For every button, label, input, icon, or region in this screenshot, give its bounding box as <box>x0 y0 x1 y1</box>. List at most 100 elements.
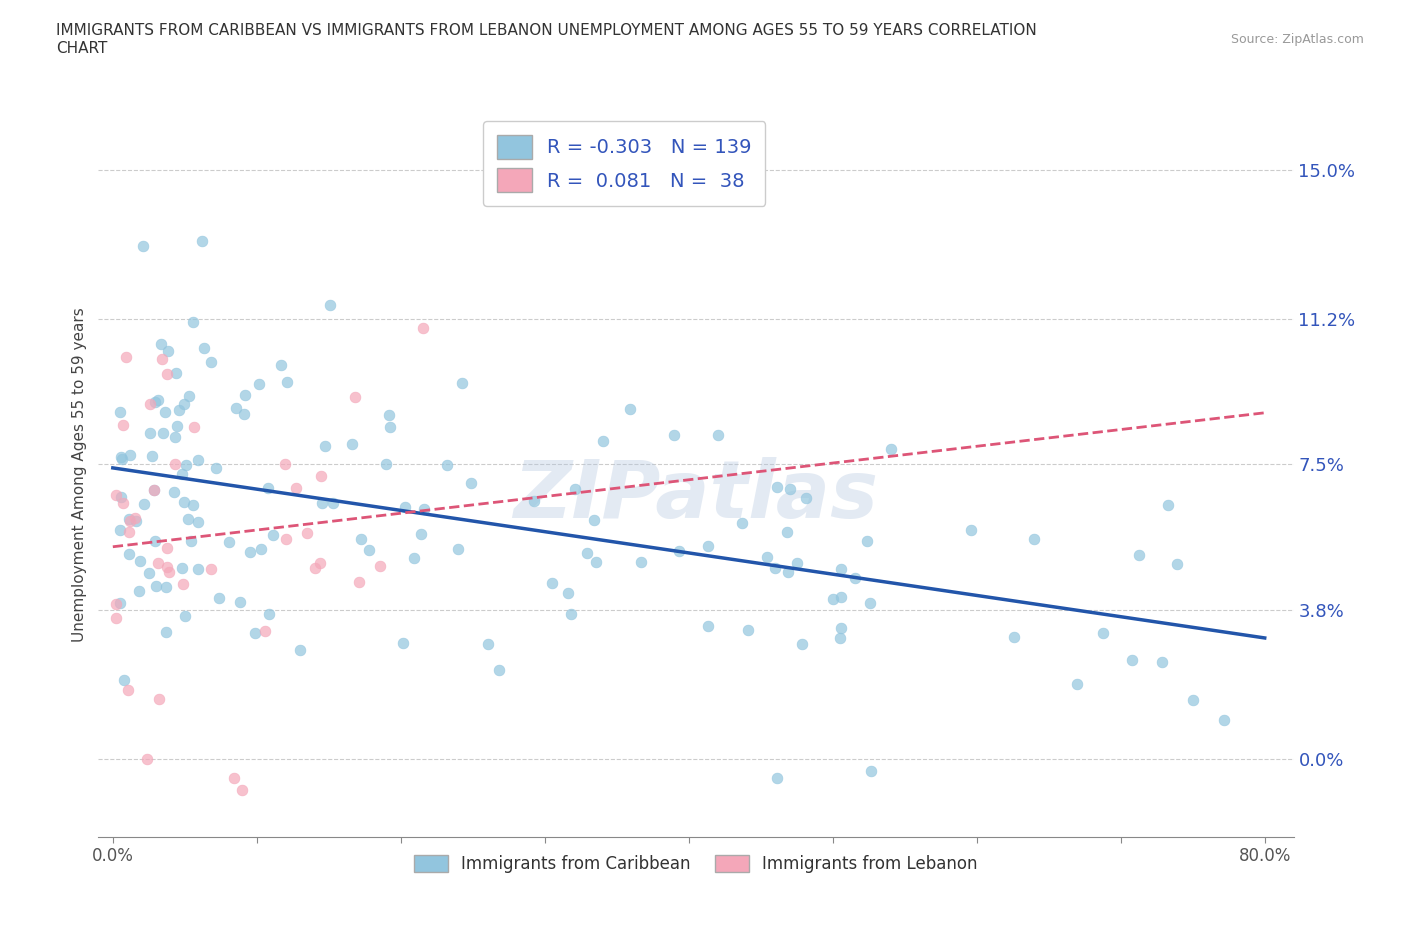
Point <box>447 542 470 557</box>
Legend: Immigrants from Caribbean, Immigrants from Lebanon: Immigrants from Caribbean, Immigrants fr… <box>408 848 984 880</box>
Point <box>575 546 598 561</box>
Point <box>173 396 195 411</box>
Point <box>138 565 160 580</box>
Point <box>391 636 413 651</box>
Point <box>766 479 789 494</box>
Point <box>243 626 266 641</box>
Point <box>697 538 720 553</box>
Point <box>765 771 787 786</box>
Point <box>152 426 174 441</box>
Point <box>560 606 582 621</box>
Point <box>309 469 332 484</box>
Point <box>350 532 373 547</box>
Point <box>1091 626 1114 641</box>
Point <box>1157 498 1180 512</box>
Point <box>794 490 817 505</box>
Point <box>155 579 177 594</box>
Point <box>706 428 728 443</box>
Point <box>180 534 202 549</box>
Text: ZIPatlas: ZIPatlas <box>513 457 879 535</box>
Point <box>179 389 201 404</box>
Point <box>737 622 759 637</box>
Point <box>104 487 127 502</box>
Point <box>139 426 162 441</box>
Point <box>104 596 127 611</box>
Point <box>1152 655 1174 670</box>
Point <box>114 350 136 365</box>
Point <box>200 355 222 370</box>
Point <box>1166 556 1188 571</box>
Point <box>129 553 152 568</box>
Point <box>1181 693 1204 708</box>
Point <box>290 643 312 658</box>
Point <box>176 512 198 526</box>
Point <box>132 497 155 512</box>
Point <box>239 544 262 559</box>
Point <box>118 512 141 526</box>
Point <box>270 357 292 372</box>
Point <box>231 782 253 797</box>
Point <box>450 375 472 390</box>
Point <box>342 437 364 452</box>
Point <box>111 418 134 432</box>
Point <box>1022 532 1045 547</box>
Point <box>460 475 482 490</box>
Point <box>155 625 177 640</box>
Point <box>786 555 808 570</box>
Point <box>118 447 141 462</box>
Point <box>731 515 754 530</box>
Point <box>477 636 499 651</box>
Point <box>118 513 141 528</box>
Point <box>118 547 141 562</box>
Point <box>630 554 652 569</box>
Point <box>378 407 401 422</box>
Point <box>108 596 131 611</box>
Point <box>347 574 370 589</box>
Point <box>262 527 284 542</box>
Point <box>176 458 198 472</box>
Point <box>304 561 326 576</box>
Point <box>319 298 342 312</box>
Point <box>776 525 799 539</box>
Point <box>108 405 131 419</box>
Point <box>1121 652 1143 667</box>
Point <box>583 512 606 527</box>
Point <box>585 554 607 569</box>
Point <box>187 562 209 577</box>
Point <box>790 636 813 651</box>
Point <box>830 590 852 604</box>
Point <box>859 596 882 611</box>
Point <box>844 571 866 586</box>
Point <box>755 550 778 565</box>
Point <box>146 556 169 571</box>
Point <box>157 344 180 359</box>
Point <box>117 683 139 698</box>
Point <box>557 586 579 601</box>
Point <box>150 337 173 352</box>
Point <box>488 663 510 678</box>
Point <box>592 433 614 448</box>
Point <box>322 496 344 511</box>
Point <box>1066 676 1088 691</box>
Point <box>378 419 401 434</box>
Point <box>173 494 195 509</box>
Point <box>143 483 166 498</box>
Point <box>112 496 135 511</box>
Point <box>145 578 167 593</box>
Point <box>155 405 177 419</box>
Point <box>779 482 801 497</box>
Point <box>166 419 188 434</box>
Point <box>229 594 252 609</box>
Point <box>233 388 256 403</box>
Point <box>412 321 434 336</box>
Point <box>763 561 786 576</box>
Point <box>276 375 298 390</box>
Point <box>187 453 209 468</box>
Point <box>830 621 852 636</box>
Point <box>541 575 564 590</box>
Point <box>564 481 586 496</box>
Point <box>172 561 194 576</box>
Point <box>132 239 155 254</box>
Point <box>163 485 186 499</box>
Point <box>411 526 433 541</box>
